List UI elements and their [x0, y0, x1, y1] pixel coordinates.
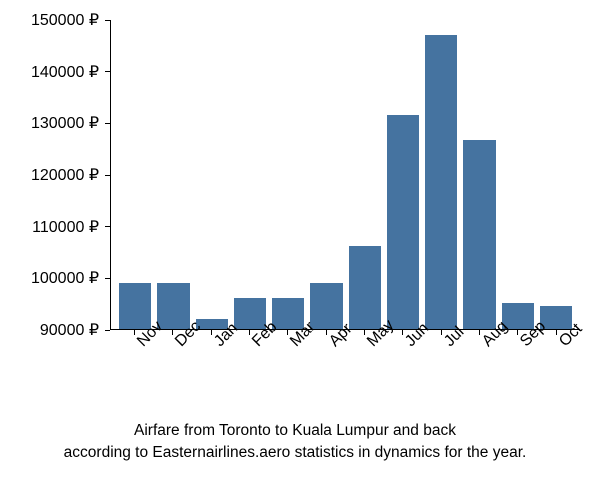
y-tick-label: 140000 ₽ — [31, 62, 105, 82]
y-tick: 90000 ₽ — [40, 320, 110, 340]
y-tick-label: 150000 ₽ — [31, 10, 105, 30]
y-tick-label: 110000 ₽ — [32, 217, 105, 237]
x-tick: Sep — [501, 330, 533, 380]
bar — [157, 283, 189, 330]
x-tick: Oct — [540, 330, 572, 380]
x-tick-mark — [517, 330, 518, 335]
caption-line1: Airfare from Toronto to Kuala Lumpur and… — [134, 422, 456, 439]
x-tick: Jul — [425, 330, 457, 380]
y-tick: 100000 ₽ — [31, 268, 110, 288]
bar — [349, 246, 381, 329]
caption-line2: according to Easternairlines.aero statis… — [64, 444, 527, 461]
x-tick: Dec — [156, 330, 188, 380]
x-tick-mark — [556, 330, 557, 335]
x-tick-mark — [249, 330, 250, 335]
y-tick: 110000 ₽ — [32, 217, 110, 237]
bar — [310, 283, 342, 330]
x-tick-mark — [287, 330, 288, 335]
bar — [119, 283, 151, 330]
x-tick-mark — [211, 330, 212, 335]
y-tick: 120000 ₽ — [31, 165, 110, 185]
y-tick-label: 100000 ₽ — [31, 268, 105, 288]
x-tick-mark — [402, 330, 403, 335]
y-tick-label: 120000 ₽ — [31, 165, 105, 185]
y-axis: 90000 ₽100000 ₽110000 ₽120000 ₽130000 ₽1… — [20, 20, 110, 330]
x-tick-mark — [479, 330, 480, 335]
y-tick-label: 130000 ₽ — [31, 113, 105, 133]
x-tick: Apr — [310, 330, 342, 380]
y-tick-label: 90000 ₽ — [40, 320, 105, 340]
chart-container: 90000 ₽ 100000 ₽ 110000 ₽ 120000 ₽ 130000 ₽ 1… — [0, 0, 600, 500]
x-tick: May — [348, 330, 380, 380]
x-tick: Feb — [233, 330, 265, 380]
chart-caption: Airfare from Toronto to Kuala Lumpur and… — [10, 420, 580, 463]
y-tick: 150000 ₽ — [31, 10, 110, 30]
plot-area — [110, 20, 580, 330]
x-tick: Nov — [118, 330, 150, 380]
x-tick: Jun — [386, 330, 418, 380]
chart-area: 90000 ₽ 100000 ₽ 110000 ₽ 120000 ₽ 130000 ₽ 1… — [20, 20, 580, 380]
x-tick: Jan — [195, 330, 227, 380]
y-tick: 130000 ₽ — [31, 113, 110, 133]
bar — [463, 140, 495, 329]
x-tick-mark — [326, 330, 327, 335]
x-tick: Mar — [271, 330, 303, 380]
bar — [387, 115, 419, 329]
x-tick-mark — [364, 330, 365, 335]
x-tick-mark — [441, 330, 442, 335]
bars-group — [111, 20, 580, 329]
y-tick: 140000 ₽ — [31, 62, 110, 82]
x-axis: NovDecJanFebMarAprMayJunJulAugSepOct — [110, 330, 580, 380]
x-tick: Aug — [463, 330, 495, 380]
bar — [425, 35, 457, 330]
x-tick-mark — [134, 330, 135, 335]
x-tick-mark — [172, 330, 173, 335]
